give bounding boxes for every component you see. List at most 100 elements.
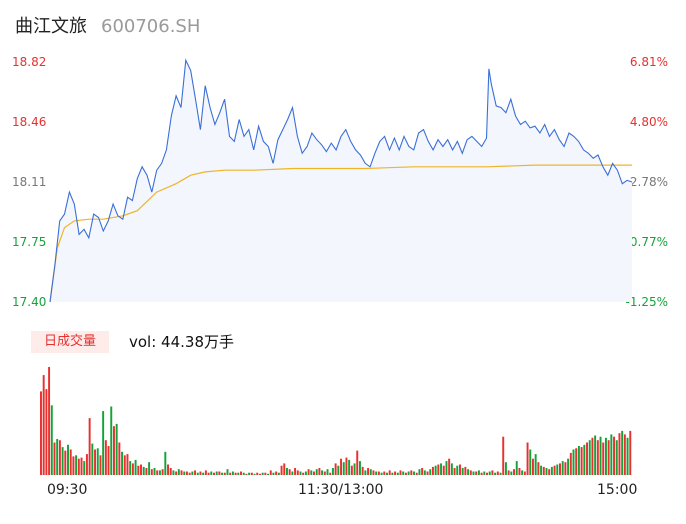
volume-bar <box>253 473 256 475</box>
volume-bar <box>77 458 80 475</box>
price-tick-left-1: 18.46 <box>12 115 47 129</box>
volume-bar <box>586 442 588 475</box>
volume-bar <box>445 461 448 475</box>
volume-bar <box>167 464 169 475</box>
pct-tick-right-3: 0.77% <box>629 235 668 249</box>
volume-bar <box>531 458 534 475</box>
volume-bar <box>404 472 407 475</box>
volume-bar <box>580 447 583 475</box>
volume-bar <box>410 470 413 475</box>
volume-bar <box>577 446 580 475</box>
volume-bar <box>75 455 78 475</box>
pct-tick-right-2: 2.78% <box>629 175 668 189</box>
volume-bar <box>388 470 391 475</box>
volume-bar <box>429 469 432 475</box>
volume-bar <box>564 462 567 475</box>
volume-bar <box>626 437 629 475</box>
volume-bar <box>315 469 318 475</box>
volume-bar <box>583 444 586 475</box>
volume-bar <box>342 462 345 475</box>
volume-bar <box>223 472 226 475</box>
stock-name: 曲江文旅 <box>15 16 87 37</box>
volume-bar <box>629 430 632 475</box>
volume-bar <box>58 440 61 475</box>
volume-bar <box>261 472 264 475</box>
volume-bar <box>418 469 421 475</box>
volume-bar <box>353 463 356 475</box>
volume-bar <box>307 469 310 475</box>
volume-bar <box>469 470 472 475</box>
volume-bar <box>372 470 375 475</box>
volume-bar <box>50 405 53 475</box>
volume-bar <box>486 472 488 475</box>
volume-bar <box>169 468 172 475</box>
pct-tick-right-0: 6.81% <box>629 55 668 69</box>
volume-bar <box>345 457 348 475</box>
volume-bar <box>277 472 280 475</box>
volume-bar <box>210 471 213 475</box>
volume-bar <box>540 465 543 475</box>
volume-bar <box>83 461 86 475</box>
volume-bar <box>321 470 324 475</box>
volume-bar <box>110 406 113 475</box>
volume-bar <box>618 433 621 475</box>
volume-bar <box>175 471 178 475</box>
volume-bar <box>148 462 151 475</box>
volume-bar <box>288 469 291 475</box>
volume-bar <box>604 437 607 475</box>
volume-bar <box>296 470 299 475</box>
volume-bar <box>483 471 486 475</box>
volume-bar <box>240 471 242 475</box>
volume-bar <box>250 472 253 475</box>
volume-bar <box>377 471 380 475</box>
volume-bar <box>142 466 145 475</box>
volume-bar <box>94 449 97 475</box>
volume-tag: 日成交量 <box>31 331 109 353</box>
volume-bar <box>215 471 218 475</box>
volume-bar <box>361 466 364 475</box>
volume-bar <box>96 448 99 475</box>
volume-bar <box>591 437 594 475</box>
volume-bar <box>107 446 110 475</box>
volume-bar <box>534 454 537 475</box>
volume-bar <box>237 472 240 475</box>
pct-tick-right-4: -1.25% <box>625 295 668 309</box>
volume-bar <box>596 440 599 475</box>
volume-bar <box>85 454 88 475</box>
volume-bar <box>129 461 132 475</box>
volume-bar <box>231 471 234 475</box>
volume-bar <box>453 468 456 475</box>
volume-bar <box>507 470 510 475</box>
volume-plot <box>40 367 632 475</box>
time-label-midday: 11:30/13:00 <box>298 482 384 498</box>
volume-bar <box>521 470 524 475</box>
volume-bar <box>456 465 459 475</box>
volume-bar <box>607 440 610 475</box>
volume-bar <box>594 435 597 475</box>
volume-bar <box>196 472 199 475</box>
volume-bar <box>415 472 418 475</box>
volume-bar <box>229 472 232 475</box>
volume-bar <box>234 472 237 475</box>
volume-bar <box>207 472 210 475</box>
volume-bar <box>450 463 453 475</box>
volume-bar <box>350 465 353 475</box>
volume-bar <box>64 450 67 475</box>
volume-bar <box>426 471 429 475</box>
pct-tick-right-1: 4.80% <box>629 115 668 129</box>
volume-bar <box>599 436 602 475</box>
volume-bar <box>413 471 415 475</box>
volume-bar <box>407 471 410 475</box>
volume-bar <box>358 461 361 475</box>
time-label-open: 09:30 <box>47 482 88 498</box>
volume-bar <box>153 468 156 475</box>
volume-bar <box>613 436 616 475</box>
volume-bar <box>467 469 470 475</box>
volume-bar <box>131 463 134 475</box>
volume-bar <box>526 442 529 475</box>
price-tick-left-3: 17.75 <box>12 235 47 249</box>
volume-bar <box>40 391 42 475</box>
volume-bar <box>326 469 329 475</box>
price-plot <box>49 58 633 303</box>
volume-bar <box>518 468 521 475</box>
